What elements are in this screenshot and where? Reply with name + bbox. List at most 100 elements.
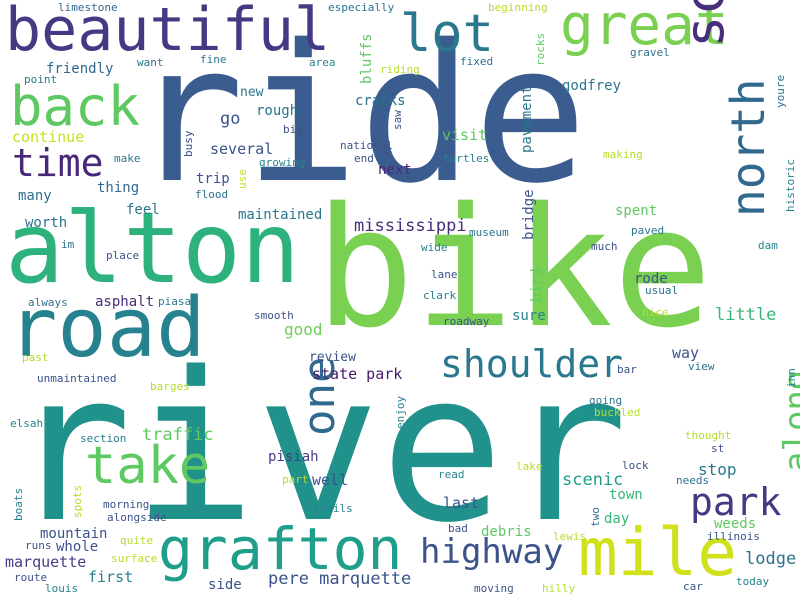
word-read: read <box>438 468 465 481</box>
word-take: take <box>85 436 211 496</box>
word-usual: usual <box>645 284 679 297</box>
word-side: side <box>208 577 242 593</box>
word-historic: historic <box>784 159 797 212</box>
word-fine: fine <box>200 53 227 66</box>
word-thing: thing <box>97 180 140 196</box>
word-mountain: mountain <box>40 526 108 542</box>
word-whole: whole <box>56 539 99 555</box>
word-morning: morning <box>103 498 150 511</box>
word-surface: surface <box>111 552 158 565</box>
word-im: im <box>61 238 75 251</box>
word-flood: flood <box>195 188 229 201</box>
word-great: great <box>560 0 729 58</box>
word-pisiah: pisiah <box>268 449 319 465</box>
word-pavement: pavement <box>519 85 535 153</box>
word-bluffs: bluffs <box>359 33 375 84</box>
word-section: section <box>80 432 127 445</box>
word-beginning: beginning <box>488 1 548 14</box>
word-buckled: buckled <box>594 406 641 419</box>
word-nice: nice <box>642 306 669 319</box>
word-way: way <box>672 344 700 362</box>
word-place: place <box>106 249 140 262</box>
word-cracks: cracks <box>355 93 406 109</box>
word-bad: bad <box>448 522 468 535</box>
word-route: route <box>14 571 48 584</box>
word-limestone: limestone <box>58 1 118 14</box>
word-trip: trip <box>196 171 230 187</box>
word-time: time <box>12 141 104 185</box>
word-view: view <box>688 360 715 373</box>
word-lake: lake <box>516 460 543 473</box>
word-national: national <box>340 139 393 152</box>
word-river: river <box>8 328 629 568</box>
word-past: past <box>22 351 49 364</box>
word-sure: sure <box>512 308 546 324</box>
word-hilly: hilly <box>542 582 576 595</box>
word-back: back <box>10 75 141 138</box>
word-museum: museum <box>469 226 509 239</box>
word-trails: trails <box>313 502 353 515</box>
word-debris: debris <box>481 524 532 540</box>
word-grafton: grafton <box>158 515 403 583</box>
word-highway: highway <box>420 532 564 572</box>
word-two: two <box>589 507 602 527</box>
word-north: north <box>721 78 775 217</box>
word-many: many <box>18 188 52 204</box>
word-wide: wide <box>421 241 448 254</box>
word-quite: quite <box>120 534 154 547</box>
word-going: going <box>589 394 623 407</box>
word-car: car <box>683 580 703 593</box>
word-rode: rode <box>634 271 668 287</box>
word-st: st <box>711 442 725 455</box>
word-review: review <box>309 350 356 365</box>
word-youre: youre <box>774 74 787 108</box>
word-growing: growing <box>259 156 306 169</box>
word-road: road <box>8 281 206 376</box>
word-day: day <box>604 511 630 527</box>
word-beautiful: beautiful <box>5 0 331 65</box>
word-unmaintained: unmaintained <box>37 372 117 385</box>
word-elsah: elsah <box>10 417 44 430</box>
word-inn: inn <box>785 368 798 388</box>
word-lane: lane <box>431 268 458 281</box>
word-mississippi: mississippi <box>354 216 467 236</box>
word-alongside: alongside <box>107 511 167 524</box>
word-bar: bar <box>617 363 637 376</box>
word-gravel: gravel <box>630 46 670 59</box>
word-new: new <box>240 85 264 100</box>
word-traffic: traffic <box>142 425 214 445</box>
word-moving: moving <box>474 582 514 595</box>
word-bike: bike <box>315 172 713 364</box>
word-alton: alton <box>5 192 301 306</box>
word-spent: spent <box>615 203 658 219</box>
word-area: area <box>309 56 336 69</box>
word-shoulder: shoulder <box>440 342 624 386</box>
word-busy: busy <box>182 130 195 158</box>
word-today: today <box>736 575 770 588</box>
word-saw: saw <box>391 110 404 130</box>
word-little: little <box>715 305 777 325</box>
word-go: go <box>220 109 241 129</box>
word-boats: boats <box>12 487 25 521</box>
word-stop: stop <box>698 460 737 479</box>
word-maintained: maintained <box>238 207 323 223</box>
word-state-park: state park <box>312 365 403 383</box>
word-asphalt: asphalt <box>95 294 155 310</box>
word-first: first <box>88 568 134 586</box>
word-want: want <box>137 56 164 69</box>
word-town: town <box>609 487 643 503</box>
word-paved: paved <box>631 224 665 237</box>
word-last: last <box>443 494 480 512</box>
word-end: end <box>354 152 374 165</box>
word-lot: lot <box>400 4 494 64</box>
word-runs: runs <box>25 539 52 552</box>
word-feel: feel <box>126 202 160 218</box>
word-needs: needs <box>676 474 710 487</box>
word-spots: spots <box>71 484 84 518</box>
word-always: always <box>28 296 68 309</box>
word-scenic: scenic <box>562 470 624 490</box>
word-part: part <box>282 473 309 486</box>
word-louis: louis <box>45 582 79 595</box>
word-marquette: marquette <box>5 553 87 571</box>
